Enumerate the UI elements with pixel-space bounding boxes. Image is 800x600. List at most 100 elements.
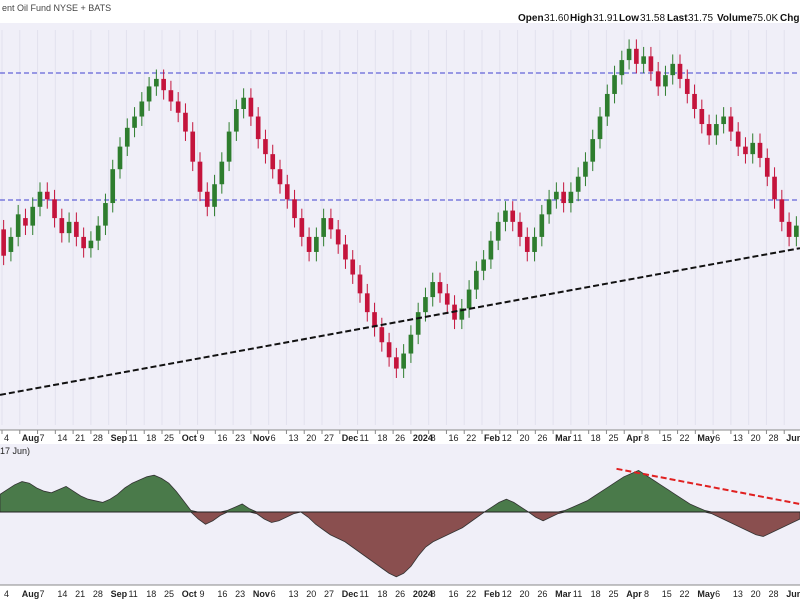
candle-body — [655, 71, 661, 87]
candle-body — [234, 109, 239, 132]
candle-body — [306, 236, 312, 252]
candle-body — [721, 116, 726, 125]
divergence-trendline — [616, 467, 800, 505]
candle-body — [204, 191, 210, 207]
x-tick-label: 20 — [520, 589, 530, 599]
x-tick-label: Sep — [111, 433, 128, 443]
candle-body — [794, 225, 799, 237]
x-tick-label: 23 — [235, 433, 245, 443]
candle-body — [241, 97, 246, 109]
x-tick-label: 12 — [502, 589, 512, 599]
x-tick-label: 28 — [93, 433, 103, 443]
candle-body — [735, 131, 741, 147]
x-tick-label: 13 — [288, 433, 298, 443]
x-tick-label: 12 — [502, 433, 512, 443]
x-tick-label: 8 — [431, 589, 436, 599]
candle-body — [364, 293, 370, 313]
candle-body — [437, 282, 443, 294]
candle-body — [415, 312, 421, 335]
candle-body — [423, 297, 428, 313]
candle-body — [590, 139, 596, 162]
candle-body — [197, 161, 203, 192]
x-tick-label: Aug — [22, 433, 40, 443]
x-tick-label: 7 — [40, 589, 45, 599]
candle-body — [546, 199, 552, 215]
header-bar — [0, 0, 800, 22]
candle-body — [466, 289, 472, 309]
candle-body — [343, 244, 348, 260]
candle-body — [117, 146, 123, 170]
candle-body — [524, 236, 530, 252]
price-panel — [0, 23, 800, 430]
x-tick-label: 11 — [360, 433, 369, 443]
candle-body — [132, 116, 137, 128]
x-tick-label: Oct — [182, 589, 197, 599]
candle-body — [379, 327, 385, 343]
x-tick-label: 6 — [715, 589, 720, 599]
x-tick-label: 26 — [537, 589, 547, 599]
x-tick-label: 28 — [768, 433, 778, 443]
candle-body — [583, 161, 588, 177]
x-tick-label: Jun — [786, 589, 800, 599]
candle-body — [175, 101, 181, 113]
candle-body — [292, 199, 297, 219]
x-tick-label: 11 — [573, 433, 582, 443]
x-tick-label: 23 — [235, 589, 245, 599]
x-tick-label: 11 — [360, 589, 369, 599]
candle-body — [772, 176, 777, 200]
candle-body — [743, 146, 748, 155]
quote-last-label: Last — [667, 13, 688, 24]
candle-body — [386, 342, 392, 358]
candle-body — [619, 60, 625, 76]
candle-body — [648, 56, 654, 72]
candle-body — [1, 229, 6, 256]
x-tick-label: 13 — [733, 433, 743, 443]
x-tick-label: 11 — [573, 589, 582, 599]
candle-body — [430, 282, 436, 298]
x-tick-label: 20 — [520, 433, 530, 443]
x-tick-label: 8 — [431, 433, 436, 443]
x-tick-label: 22 — [466, 433, 476, 443]
x-tick-label: 9 — [200, 433, 205, 443]
candle-body — [372, 312, 377, 328]
quote-low-value: 31.58 — [640, 13, 665, 24]
candle-body — [568, 191, 574, 204]
x-tick-label: Apr — [626, 433, 642, 443]
x-tick-label: 28 — [768, 589, 778, 599]
candle-body — [44, 191, 50, 200]
candle-body — [146, 86, 152, 102]
quote-high-label: High — [570, 13, 592, 24]
x-tick-label: 8 — [644, 433, 649, 443]
candle-body — [554, 191, 559, 200]
x-tick-label: 22 — [466, 589, 476, 599]
x-tick-label: 14 — [57, 589, 67, 599]
x-tick-label: 26 — [537, 433, 547, 443]
candle-body — [495, 221, 501, 241]
x-tick-label: 6 — [715, 433, 720, 443]
x-tick-label: 6 — [271, 589, 276, 599]
candle-body — [750, 142, 756, 155]
candle-body — [52, 199, 57, 219]
x-tick-label: 26 — [395, 589, 405, 599]
x-tick-label: 20 — [306, 433, 316, 443]
candle-body — [299, 218, 305, 237]
candle-body — [110, 169, 116, 204]
candle-body — [481, 259, 486, 271]
x-tick-label: Feb — [484, 589, 501, 599]
x-tick-label: 14 — [57, 433, 67, 443]
candle-body — [255, 116, 261, 140]
candle-body — [103, 203, 108, 226]
quote-open-label: Open — [518, 13, 544, 24]
x-tick-label: Dec — [342, 433, 359, 443]
candle-body — [786, 221, 792, 237]
candle-body — [37, 191, 43, 207]
x-tick-label: 18 — [146, 433, 156, 443]
candle-body — [328, 218, 334, 230]
x-tick-label: 18 — [377, 433, 387, 443]
candle-body — [503, 210, 508, 222]
x-tick-label: 15 — [662, 589, 672, 599]
price-x-axis — [0, 430, 800, 444]
candle-body — [561, 191, 566, 204]
quote-low-label: Low — [619, 13, 639, 24]
x-tick-label: May — [697, 589, 715, 599]
